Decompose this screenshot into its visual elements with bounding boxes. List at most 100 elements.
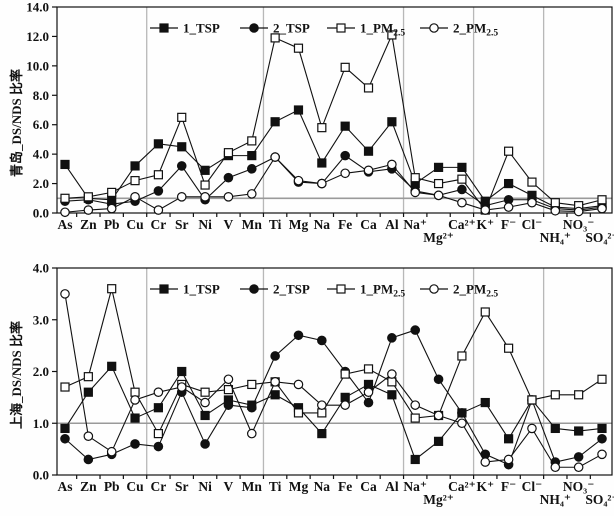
x-category-label: Fe	[338, 479, 352, 494]
data-point-marker	[597, 374, 607, 384]
x-category-label: Ni	[198, 217, 212, 232]
data-point-marker	[223, 148, 234, 158]
data-point-marker	[410, 413, 420, 423]
x-category-label: Zn	[80, 479, 97, 494]
data-point-marker	[153, 139, 163, 149]
data-point-marker	[457, 162, 467, 172]
data-point-marker	[176, 382, 187, 392]
plot-frame	[56, 6, 613, 214]
data-point-marker	[83, 387, 93, 397]
data-point-marker	[153, 403, 163, 413]
x-category-label: NO₃⁻	[563, 217, 594, 232]
x-category-label: Sr	[175, 479, 189, 494]
data-point-marker	[527, 395, 537, 405]
data-point-marker	[597, 203, 607, 214]
data-point-marker	[573, 206, 584, 217]
series-line	[64, 33, 603, 212]
data-point-marker	[433, 410, 444, 421]
data-point-marker	[387, 369, 397, 379]
x-category-label: Ca²⁺	[448, 479, 476, 494]
data-point-marker	[550, 198, 560, 208]
data-point-marker	[293, 408, 304, 418]
legend-marker	[249, 284, 259, 294]
legend-entry-2_PM2.5: 2_PM2.5	[420, 21, 498, 39]
x-category-label: Mg	[289, 479, 309, 494]
x-category-label: NO₃⁻	[563, 479, 594, 494]
legend-marker	[249, 23, 259, 33]
x-category-label: Al	[385, 217, 399, 232]
legend-label: 1_PM2.5	[360, 21, 405, 39]
data-point-marker	[597, 449, 607, 460]
x-category-label: Pb	[104, 479, 120, 494]
series-line	[64, 154, 603, 211]
legend-label: 2_PM2.5	[453, 282, 498, 300]
legend-label: 2_PM2.5	[453, 21, 498, 39]
data-point-marker	[200, 387, 210, 397]
x-category-label: Al	[385, 479, 399, 494]
data-point-marker	[106, 203, 117, 214]
data-point-marker	[410, 325, 421, 335]
x-category-label: K⁺	[476, 217, 494, 232]
x-category-label: Mn	[242, 479, 263, 494]
x-category-label: F⁻	[501, 217, 516, 232]
data-point-marker	[223, 172, 234, 183]
x-category-label: Zn	[80, 217, 97, 232]
data-point-marker	[387, 30, 397, 40]
data-point-marker	[270, 351, 280, 361]
data-point-marker	[550, 390, 560, 400]
data-point-marker	[130, 161, 140, 171]
legend-label: 1_PM2.5	[360, 282, 405, 300]
data-point-marker	[363, 364, 374, 374]
data-point-marker	[270, 33, 280, 43]
data-point-marker	[247, 379, 257, 390]
data-point-marker	[527, 177, 537, 187]
x-category-label: Ti	[269, 217, 282, 232]
data-point-marker	[130, 413, 140, 423]
qingdao-chart: 0.0 2.0 4.0 6.0 8.0 10.0 12.0 14.0 As Zn Pb Cu Cr Sr N…	[26, 0, 614, 245]
data-point-marker	[130, 395, 140, 405]
x-category-label: Cr	[151, 479, 167, 494]
data-point-marker	[177, 112, 187, 122]
data-point-marker	[363, 146, 374, 156]
data-point-marker	[410, 454, 420, 465]
x-category-label: Mg²⁺	[423, 230, 454, 245]
y-tick-label: 2.0	[33, 176, 49, 191]
legend-entry-1_PM2.5: 1_PM2.5	[327, 282, 405, 300]
x-category-label: Mn	[242, 217, 263, 232]
data-point-marker	[130, 387, 140, 397]
data-point-marker	[153, 205, 164, 215]
data-point-marker	[246, 164, 257, 174]
data-point-marker	[270, 390, 280, 400]
legend-marker	[159, 23, 169, 33]
y-tick-label: 12.0	[26, 29, 49, 44]
data-point-marker	[504, 146, 514, 156]
data-point-marker	[200, 439, 210, 449]
data-point-marker	[83, 192, 93, 202]
x-category-label: Ti	[269, 479, 282, 494]
x-category-label: Na	[314, 479, 331, 494]
data-point-marker	[60, 207, 70, 218]
series-line	[64, 288, 603, 435]
x-category-label: SO₄²⁻	[585, 492, 614, 507]
data-point-marker	[60, 382, 70, 392]
data-point-marker	[247, 151, 257, 161]
x-category-label: Cu	[126, 479, 144, 494]
qingdao-series-1_TSP	[60, 105, 607, 214]
data-point-marker	[433, 374, 444, 385]
data-point-marker	[293, 379, 304, 390]
data-point-marker	[176, 192, 187, 202]
x-category-label: Ca	[360, 479, 377, 494]
legend-entry-1_TSP: 1_TSP	[150, 21, 220, 36]
y-tick-label: 1.0	[33, 416, 49, 431]
legend-entry-1_PM2.5: 1_PM2.5	[327, 21, 405, 39]
data-point-marker	[293, 175, 304, 186]
data-point-marker	[387, 159, 397, 170]
data-point-marker	[317, 178, 327, 189]
x-category-label: Cl⁻	[522, 479, 543, 494]
data-point-marker	[504, 434, 514, 444]
shanghai-y-axis-label: 上海_DS/NDS 比率	[9, 321, 24, 429]
data-point-marker	[527, 423, 537, 434]
series-line	[64, 156, 603, 213]
data-point-marker	[363, 83, 374, 93]
